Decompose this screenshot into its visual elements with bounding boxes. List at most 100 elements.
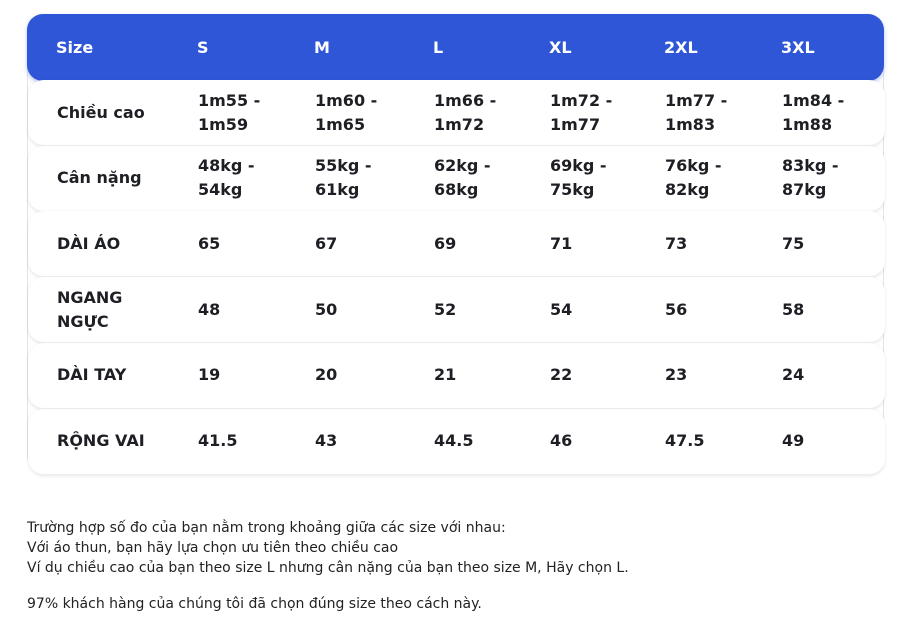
cell-text: 47.5 (665, 431, 705, 450)
cell-text: 73 (665, 233, 688, 253)
cell-text: 21 (434, 365, 457, 385)
note-line: 97% khách hàng của chúng tôi đã chọn đún… (27, 596, 482, 612)
table-cell: 76kg - 82kg (665, 146, 737, 211)
cell-text: 1m60 - 1m65 (315, 90, 378, 134)
table-cell: 67 (315, 211, 337, 276)
table-cell: Chiều cao (57, 80, 145, 145)
table-cell: 1m60 - 1m65 (315, 80, 387, 145)
table-cell: 41.5 (198, 409, 237, 474)
cell-text: XL (549, 37, 572, 57)
cell-text: 3XL (781, 37, 815, 57)
table-cell: 24 (782, 343, 804, 408)
table-cell: 1m72 - 1m77 (550, 80, 622, 145)
header-cell: Size (56, 14, 93, 81)
table-cell: 1m55 - 1m59 (198, 80, 270, 145)
cell-text: 44.5 (434, 431, 474, 450)
header-cell: S (197, 14, 209, 81)
table-cell: 54 (550, 277, 572, 342)
table-cell: 44.5 (434, 409, 473, 474)
cell-text: RỘNG VAI (57, 431, 145, 450)
table-cell: 50 (315, 277, 337, 342)
table-cell: 75 (782, 211, 804, 276)
note-line: Ví dụ chiều cao của bạn theo size L nhưn… (27, 560, 629, 576)
cell-text: 22 (550, 365, 573, 385)
header-cell: 2XL (664, 14, 698, 81)
cell-text: 43 (315, 431, 338, 450)
table-cell: NGANG NGỰC (57, 277, 147, 342)
table-row: Chiều cao 1m55 - 1m59 1m60 - 1m65 1m66 - 1m… (28, 80, 885, 146)
table-row: RỘNG VAI 41.5 43 44.5 46 47.5 49 (28, 408, 885, 475)
note-line: Với áo thun, bạn hãy lựa chọn ưu tiên th… (27, 540, 399, 556)
cell-text: 71 (550, 233, 573, 253)
table-cell: 69kg - 75kg (550, 146, 622, 211)
table-cell: 48 (198, 277, 220, 342)
cell-text: 48kg - 54kg (198, 156, 255, 200)
cell-text: 24 (782, 365, 805, 385)
header-cell: XL (549, 14, 572, 81)
table-cell: 58 (782, 277, 804, 342)
table-cell: 20 (315, 343, 337, 408)
cell-text: 52 (434, 299, 457, 319)
cell-text: 41.5 (198, 431, 238, 450)
cell-text: 1m55 - 1m59 (198, 90, 261, 134)
cell-text: 1m84 - 1m88 (782, 90, 845, 134)
table-cell: 52 (434, 277, 456, 342)
cell-text: 67 (315, 233, 338, 253)
table-cell: 43 (315, 409, 337, 474)
table-cell: 22 (550, 343, 572, 408)
header-cell: L (433, 14, 443, 81)
header-cell: M (314, 14, 330, 81)
cell-text: 54 (550, 299, 573, 319)
cell-text: 83kg - 87kg (782, 156, 839, 200)
cell-text: 1m77 - 1m83 (665, 90, 728, 134)
table-row: DÀI TAY 19 20 21 22 23 24 (28, 342, 885, 409)
table-cell: DÀI ÁO (57, 211, 120, 276)
table-cell: 62kg - 68kg (434, 146, 506, 211)
table-cell: 23 (665, 343, 687, 408)
table-cell: RỘNG VAI (57, 409, 145, 474)
cell-text: 20 (315, 365, 338, 385)
table-cell: 65 (198, 211, 220, 276)
table-cell: 1m77 - 1m83 (665, 80, 737, 145)
cell-text: 1m72 - 1m77 (550, 90, 613, 134)
notes: Trường hợp số đo của bạn nằm trong khoản… (27, 518, 629, 614)
table-cell: 55kg - 61kg (315, 146, 387, 211)
cell-text: 48 (198, 299, 221, 319)
cell-text: 23 (665, 365, 688, 385)
size-table: Size S M L XL 2XL 3XL Chiều cao 1m55 - 1m59 1m60 … (27, 14, 885, 475)
table-cell: 83kg - 87kg (782, 146, 854, 211)
cell-text: Chiều cao (57, 102, 145, 122)
cell-text: 19 (198, 365, 221, 385)
cell-text: 49 (782, 431, 805, 450)
cell-text: S (197, 37, 209, 57)
cell-text: 56 (665, 299, 688, 319)
table-cell: 69 (434, 211, 456, 276)
cell-text: L (433, 37, 444, 57)
cell-text: 46 (550, 431, 573, 450)
cell-text: Size (56, 37, 94, 57)
table-row: Cân nặng 48kg - 54kg 55kg - 61kg 62kg - 68k… (28, 145, 885, 212)
table-cell: 48kg - 54kg (198, 146, 270, 211)
cell-text: 76kg - 82kg (665, 156, 722, 200)
cell-text: 69kg - 75kg (550, 156, 607, 200)
table-cell: DÀI TAY (57, 343, 126, 408)
table-row: DÀI ÁO 65 67 69 71 73 75 (28, 211, 885, 278)
cell-text: 75 (782, 233, 805, 253)
table-cell: 19 (198, 343, 220, 408)
cell-text: M (314, 37, 330, 57)
table-cell: 47.5 (665, 409, 704, 474)
table-cell: 1m66 - 1m72 (434, 80, 506, 145)
cell-text: DÀI TAY (57, 365, 127, 385)
table-cell: 21 (434, 343, 456, 408)
table-cell: 1m84 - 1m88 (782, 80, 854, 145)
cell-text: 55kg - 61kg (315, 156, 372, 200)
cell-text: 1m66 - 1m72 (434, 90, 497, 134)
table-cell: 46 (550, 409, 572, 474)
header-cell: 3XL (781, 14, 815, 81)
cell-text: DÀI ÁO (57, 233, 121, 253)
table-cell: Cân nặng (57, 146, 142, 211)
cell-text: 65 (198, 233, 221, 253)
table-cell: 56 (665, 277, 687, 342)
note-line: Trường hợp số đo của bạn nằm trong khoản… (27, 520, 506, 536)
